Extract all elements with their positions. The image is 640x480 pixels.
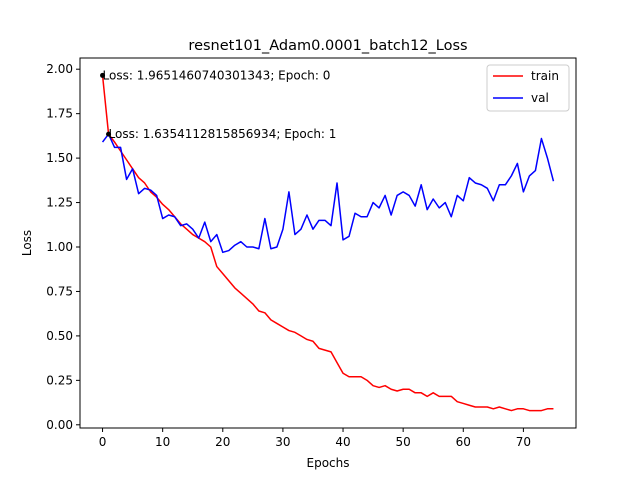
annotation-label-1: Loss: 1.6354112815856934; Epoch: 1	[109, 127, 337, 141]
y-tick-label: 0.25	[46, 373, 73, 387]
y-tick-label: 1.00	[46, 240, 73, 254]
x-tick-label: 40	[335, 435, 350, 449]
annotation-marker-1	[106, 131, 112, 137]
x-tick-label: 50	[396, 435, 411, 449]
x-axis-label: Epochs	[307, 456, 350, 470]
y-tick-label: 1.75	[46, 107, 73, 121]
legend-label-train: train	[531, 69, 559, 83]
y-tick-label: 1.25	[46, 196, 73, 210]
x-tick-label: 10	[155, 435, 170, 449]
x-tick-label: 20	[215, 435, 230, 449]
x-axis: 0 10 20 30 40 50 60 70	[99, 428, 531, 449]
legend: train val	[486, 64, 570, 112]
x-tick-label: 70	[516, 435, 531, 449]
y-tick-label: 1.50	[46, 151, 73, 165]
annotation-label-0: Loss: 1.9651460740301343; Epoch: 0	[103, 68, 331, 82]
y-tick-label: 2.00	[46, 62, 73, 76]
legend-label-val: val	[531, 91, 549, 105]
annotation-layer: Loss: 1.9651460740301343; Epoch: 0 Loss: …	[100, 68, 336, 141]
x-tick-label: 60	[456, 435, 471, 449]
series-line-val	[101, 133, 555, 254]
y-tick-label: 0.00	[46, 418, 73, 432]
chart-title: resnet101_Adam0.0001_batch12_Loss	[188, 38, 467, 54]
y-tick-label: 0.75	[46, 284, 73, 298]
x-tick-label: 0	[99, 435, 107, 449]
annotation-marker-0	[100, 72, 106, 78]
y-tick-label: 0.50	[46, 329, 73, 343]
plot-frame	[79, 57, 577, 429]
y-axis: 0.00 0.25 0.50 0.75 1.00 1.25 1.50 1.75 2.00	[46, 62, 80, 432]
plot-area	[80, 58, 576, 428]
series-layer	[101, 75, 555, 412]
y-axis-label: Loss	[20, 230, 34, 256]
x-tick-label: 30	[275, 435, 290, 449]
